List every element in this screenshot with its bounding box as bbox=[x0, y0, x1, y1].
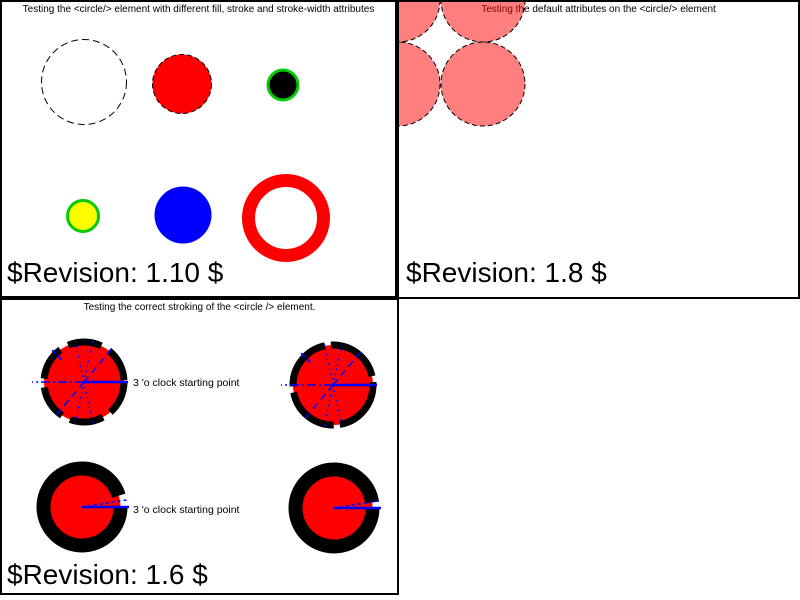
clock-start-label-row1: 3 'o clock starting point bbox=[133, 377, 240, 389]
panel-stroking-test: Testing the correct stroking of the <cir… bbox=[0, 298, 399, 595]
default-circle-2 bbox=[440, 2, 526, 43]
circle-yellow-green-stroke bbox=[66, 199, 100, 233]
fill-stroke-test-title: Testing the <circle/> element with diffe… bbox=[22, 4, 375, 15]
stroke-reference-line bbox=[50, 348, 63, 361]
panel-fill-stroke-test: Testing the <circle/> element with diffe… bbox=[0, 0, 397, 298]
stroke-reference-line bbox=[332, 349, 364, 386]
stroke-reference-line bbox=[81, 498, 130, 508]
default-circle-1 bbox=[399, 2, 441, 43]
circle-white-thin-stroke bbox=[41, 39, 127, 125]
defaults-revision: $Revision: 1.8 $ bbox=[406, 257, 607, 288]
stroke-reference-line bbox=[299, 351, 312, 364]
panel-default-attributes-test: Testing the default attributes on the <c… bbox=[397, 0, 800, 299]
default-circles-layer bbox=[399, 2, 526, 127]
empty-panel bbox=[399, 299, 800, 600]
circle-red-thin-stroke bbox=[152, 54, 212, 114]
stroke-reference-line bbox=[53, 381, 85, 418]
stroking-revision: $Revision: 1.6 $ bbox=[7, 559, 208, 590]
stroke-reference-line bbox=[302, 384, 334, 421]
circle-thick-red-ring bbox=[242, 174, 330, 262]
stroking-circles-layer bbox=[32, 338, 382, 554]
default-circle-3 bbox=[399, 41, 441, 127]
fill-stroke-circles-layer bbox=[41, 39, 330, 262]
stroke-reference-line bbox=[333, 499, 382, 509]
stroking-test-title: Testing the correct stroking of the <cir… bbox=[83, 302, 316, 313]
stroke-reference-line bbox=[83, 346, 115, 383]
fill-stroke-revision: $Revision: 1.10 $ bbox=[7, 257, 224, 288]
clock-start-label-row2: 3 'o clock starting point bbox=[133, 504, 240, 516]
default-circle-4 bbox=[440, 41, 526, 127]
defaults-test-title: Testing the default attributes on the <c… bbox=[481, 4, 716, 15]
circle-black-green-stroke bbox=[266, 68, 300, 102]
circle-blue-no-stroke bbox=[154, 186, 212, 244]
